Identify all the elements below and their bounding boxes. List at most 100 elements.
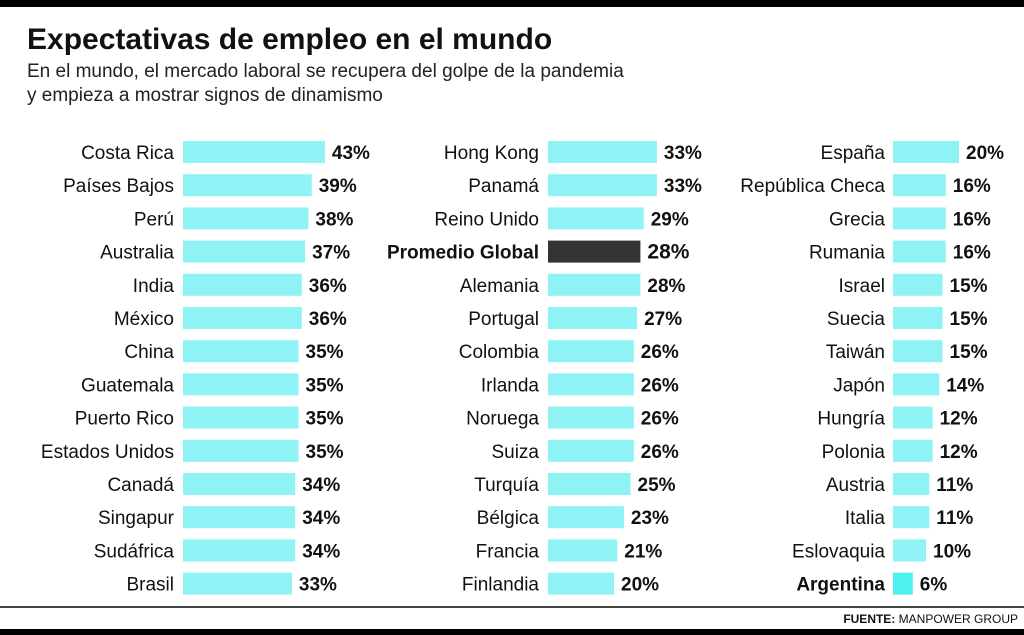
category-label-austria: Austria — [826, 475, 886, 496]
value-label-suiza: 26% — [641, 442, 679, 463]
category-label-grecia: Grecia — [829, 209, 885, 230]
category-label-taiwan: Taiwán — [826, 342, 885, 363]
category-label-belgica: Bélgica — [477, 508, 540, 529]
bar-republica-checa — [893, 174, 946, 197]
category-label-paises-bajos: Países Bajos — [63, 176, 174, 197]
chart-subtitle-line-1: En el mundo, el mercado laboral se recup… — [27, 61, 624, 82]
category-label-hungria: Hungría — [817, 409, 885, 430]
bar-austria — [893, 473, 930, 495]
value-label-alemania: 28% — [647, 276, 685, 297]
category-label-irlanda: Irlanda — [481, 375, 540, 396]
category-label-espana: España — [821, 143, 886, 164]
bar-israel — [893, 273, 943, 296]
value-label-italia: 11% — [936, 508, 973, 529]
bar-suiza — [548, 439, 634, 462]
value-label-brasil: 33% — [299, 575, 337, 596]
value-label-china: 35% — [306, 342, 344, 363]
value-label-japon: 14% — [946, 375, 984, 396]
bar-reino-unido — [548, 207, 644, 230]
category-label-japon: Japón — [833, 375, 885, 396]
value-label-republica-checa: 16% — [953, 176, 991, 197]
value-label-irlanda: 26% — [641, 375, 679, 396]
category-label-alemania: Alemania — [460, 276, 540, 297]
bar-francia — [548, 539, 618, 562]
category-label-canada: Canadá — [107, 475, 174, 496]
category-label-costa-rica: Costa Rica — [81, 143, 174, 164]
bar-colombia — [548, 340, 634, 363]
bar-japon — [893, 373, 940, 396]
value-label-mexico: 36% — [309, 309, 347, 330]
category-label-suiza: Suiza — [491, 442, 539, 463]
value-label-guatemala: 35% — [306, 375, 344, 396]
value-label-hong-kong: 33% — [664, 143, 702, 164]
bar-india — [183, 273, 302, 296]
category-label-china: China — [124, 342, 174, 363]
bar-turquia — [548, 473, 631, 495]
value-label-reino-unido: 29% — [651, 209, 689, 230]
value-label-portugal: 27% — [644, 309, 682, 330]
bar-puerto-rico — [183, 406, 299, 429]
category-label-francia: Francia — [476, 541, 540, 562]
value-label-india: 36% — [309, 276, 347, 297]
value-label-austria: 11% — [936, 475, 973, 496]
category-label-brasil: Brasil — [126, 575, 174, 596]
category-label-reino-unido: Reino Unido — [434, 209, 539, 230]
value-label-rumania: 16% — [953, 243, 991, 264]
bar-estados-unidos — [183, 439, 299, 462]
value-label-eslovaquia: 10% — [933, 541, 971, 562]
bar-guatemala — [183, 373, 299, 396]
value-label-sudafrica: 34% — [302, 541, 340, 562]
category-label-republica-checa: República Checa — [740, 176, 885, 197]
bar-argentina — [893, 572, 913, 595]
bar-noruega — [548, 406, 634, 429]
source-credit: FUENTE: MANPOWER GROUP — [843, 611, 1018, 627]
category-label-australia: Australia — [100, 243, 174, 264]
bar-grecia — [893, 207, 946, 230]
category-label-panama: Panamá — [468, 176, 539, 197]
value-label-belgica: 23% — [631, 508, 669, 529]
chart-title: Expectativas de empleo en el mundo — [27, 23, 553, 56]
value-label-peru: 38% — [315, 209, 353, 230]
bottom-border — [0, 629, 1024, 635]
category-label-rumania: Rumania — [809, 243, 885, 264]
category-label-guatemala: Guatemala — [81, 375, 174, 396]
bar-alemania — [548, 273, 641, 296]
bar-finlandia — [548, 572, 614, 595]
category-label-noruega: Noruega — [466, 409, 539, 430]
bar-espana — [893, 141, 959, 163]
category-label-estados-unidos: Estados Unidos — [41, 442, 174, 463]
category-label-hong-kong: Hong Kong — [444, 143, 539, 164]
top-border — [0, 0, 1024, 7]
bar-china — [183, 340, 299, 363]
category-label-mexico: México — [114, 309, 174, 330]
value-label-francia: 21% — [624, 541, 662, 562]
category-label-portugal: Portugal — [468, 309, 539, 330]
bar-peru — [183, 207, 309, 230]
bar-sudafrica — [183, 539, 296, 562]
bar-chart: Costa Rica 43% Países Bajos 39% Perú 38% Austr… — [41, 141, 1004, 596]
value-label-promedio-global: 28% — [647, 241, 689, 264]
value-label-australia: 37% — [312, 243, 350, 264]
category-label-colombia: Colombia — [459, 342, 540, 363]
bar-italia — [893, 506, 930, 529]
bar-eslovaquia — [893, 539, 926, 562]
bar-canada — [183, 473, 296, 495]
bar-taiwan — [893, 340, 943, 363]
bar-hungria — [893, 406, 933, 429]
value-label-argentina: 6% — [920, 575, 948, 596]
bar-polonia — [893, 439, 933, 462]
category-label-promedio-global: Promedio Global — [387, 243, 539, 264]
source-value: MANPOWER GROUP — [898, 612, 1018, 626]
value-label-taiwan: 15% — [950, 342, 988, 363]
value-label-suecia: 15% — [950, 309, 988, 330]
bar-belgica — [548, 506, 624, 529]
category-label-singapur: Singapur — [98, 508, 175, 529]
category-label-argentina: Argentina — [796, 575, 885, 596]
source-label: FUENTE: — [843, 612, 896, 626]
category-label-israel: Israel — [839, 276, 885, 297]
bar-hong-kong — [548, 141, 657, 163]
category-label-italia: Italia — [845, 508, 886, 529]
value-label-paises-bajos: 39% — [319, 176, 357, 197]
value-label-finlandia: 20% — [621, 575, 659, 596]
category-label-eslovaquia: Eslovaquia — [792, 541, 885, 562]
